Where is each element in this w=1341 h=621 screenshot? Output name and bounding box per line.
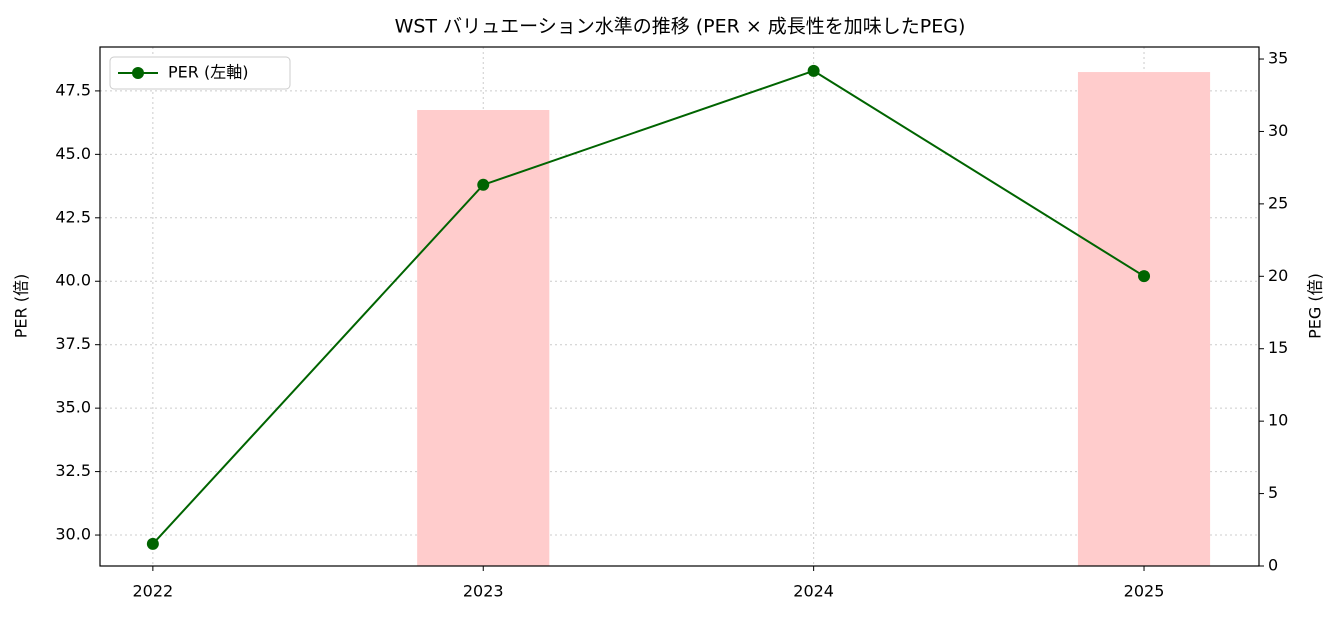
y2-axis-label: PEG (倍) — [1306, 273, 1325, 339]
legend-label: PER (左軸) — [168, 63, 248, 82]
y2-tick-label: 20 — [1268, 266, 1288, 285]
y-tick-label: 42.5 — [55, 207, 91, 226]
marker — [477, 178, 490, 191]
y2-tick-label: 0 — [1268, 556, 1278, 575]
bar — [1077, 72, 1211, 566]
marker — [146, 537, 159, 550]
y2-tick-label: 10 — [1268, 411, 1288, 430]
y2-tick-label: 25 — [1268, 193, 1288, 212]
y-tick-label: 37.5 — [55, 334, 91, 353]
y-tick-label: 40.0 — [55, 271, 91, 290]
line — [152, 69, 1145, 545]
x-tick-label: 2025 — [1124, 582, 1165, 601]
bar — [417, 110, 550, 567]
y2-tick-label: 15 — [1268, 338, 1288, 357]
legend-box — [109, 56, 291, 90]
y-tick-label: 47.5 — [55, 80, 91, 99]
y2-tick-label: 30 — [1268, 121, 1288, 140]
y-tick-label: 32.5 — [55, 461, 91, 480]
y-tick-label: 35.0 — [55, 398, 91, 417]
plot-frame — [99, 46, 1260, 567]
y-tick-label: 30.0 — [55, 525, 91, 544]
x-tick-label: 2023 — [463, 582, 504, 601]
marker — [1138, 270, 1151, 283]
y-tick-label: 45.0 — [55, 144, 91, 163]
y2-tick-label: 35 — [1268, 49, 1288, 68]
y2-tick-label: 5 — [1268, 483, 1278, 502]
chart-title: WST バリュエーション水準の推移 (PER × 成長性を加味したPEG) — [395, 16, 966, 38]
marker — [807, 64, 820, 77]
x-tick-label: 2024 — [793, 582, 834, 601]
legend-marker — [132, 67, 144, 79]
y-axis-label: PER (倍) — [12, 274, 31, 338]
x-tick-label: 2022 — [133, 582, 174, 601]
